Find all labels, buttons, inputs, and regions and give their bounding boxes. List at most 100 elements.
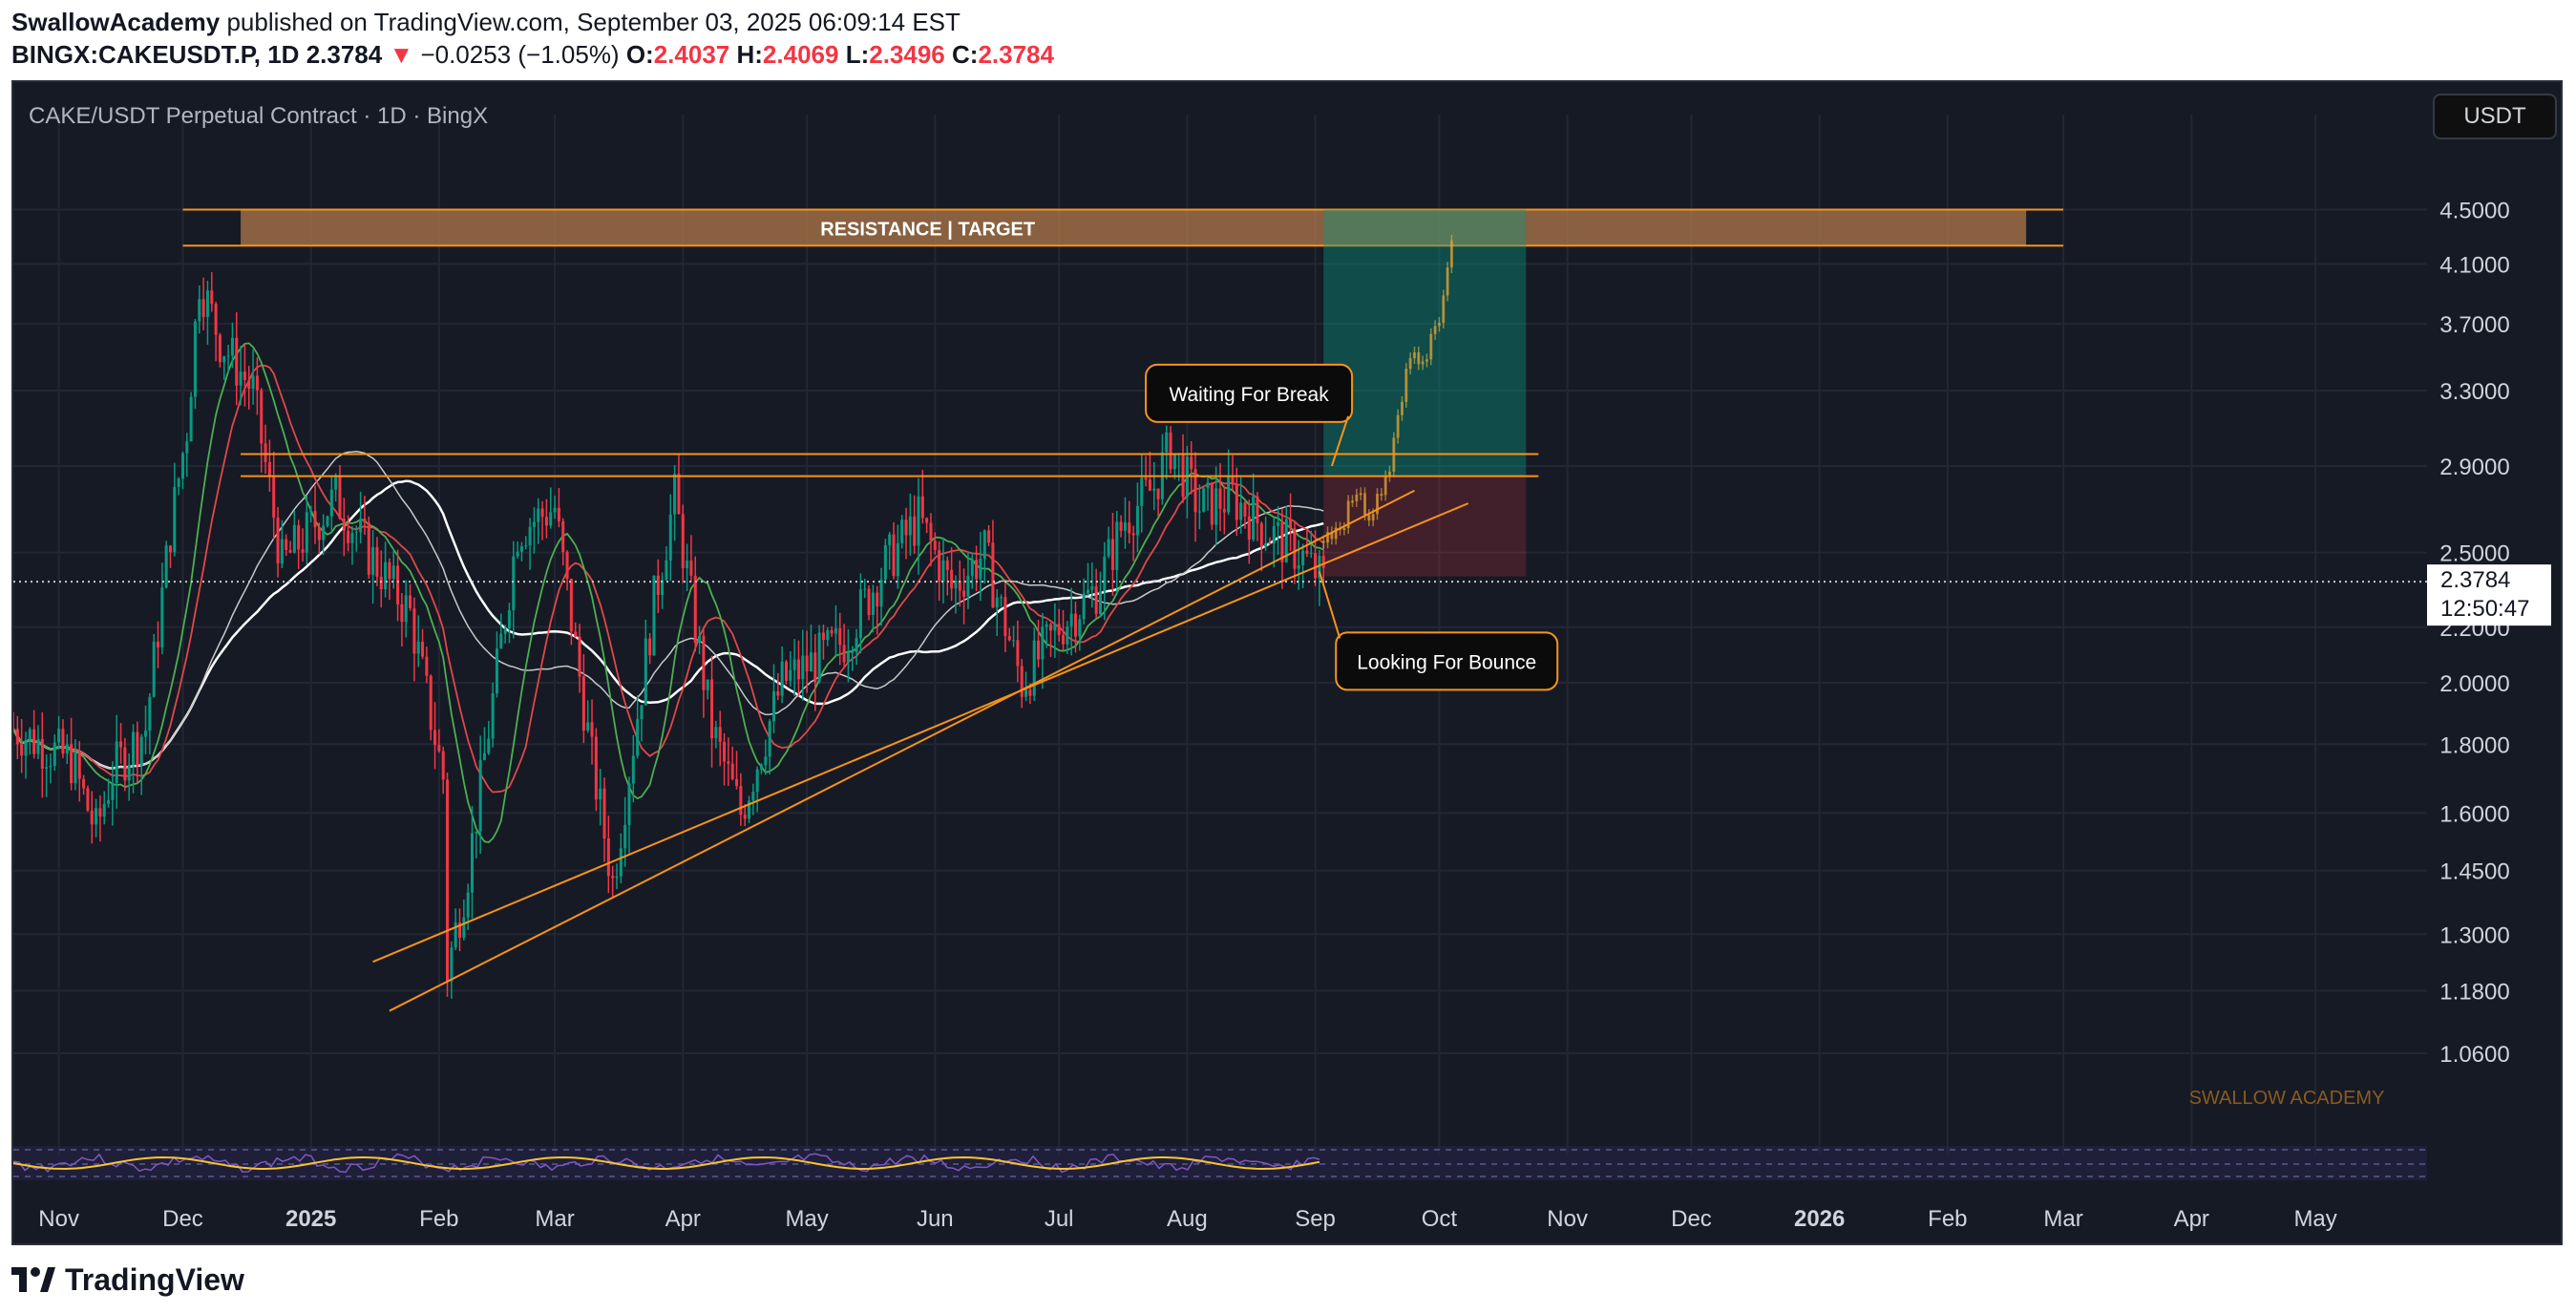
x-tick-label: Dec bbox=[162, 1206, 203, 1232]
candle-body bbox=[264, 443, 267, 462]
candle-body bbox=[367, 522, 370, 575]
candle-body bbox=[123, 747, 127, 781]
countdown-label: 12:50:47 bbox=[2440, 596, 2529, 622]
projection-bar bbox=[1412, 352, 1416, 359]
candle-body bbox=[36, 738, 40, 754]
ohlc-line: BINGX:CAKEUSDT.P, 1D 2.3784 ▼ −0.0253 (−… bbox=[11, 40, 1054, 70]
candle-body bbox=[900, 519, 904, 543]
candle-body bbox=[656, 575, 660, 596]
candle-body bbox=[478, 759, 482, 832]
candle-body bbox=[354, 532, 358, 534]
candle-body bbox=[111, 782, 115, 800]
candle-body bbox=[388, 562, 391, 580]
ma-mid-white bbox=[13, 451, 1324, 770]
candle-body bbox=[15, 729, 19, 745]
projection-bar bbox=[1396, 414, 1400, 438]
candle-body bbox=[1086, 589, 1089, 594]
trendline-support bbox=[372, 502, 1469, 964]
candle-body bbox=[280, 539, 284, 564]
candle-body bbox=[363, 519, 367, 523]
ma-green bbox=[13, 342, 1324, 843]
candle-body bbox=[842, 645, 846, 663]
candle-body bbox=[574, 631, 578, 637]
candle-body bbox=[396, 565, 400, 604]
candle-body bbox=[1090, 585, 1094, 590]
candle-body bbox=[544, 517, 548, 526]
candle-body bbox=[668, 514, 672, 561]
projection-bar bbox=[1326, 532, 1330, 543]
projection-bar bbox=[1380, 494, 1383, 497]
brand-name: TradingView bbox=[65, 1261, 244, 1297]
candle-body bbox=[569, 578, 573, 632]
candle-body bbox=[441, 751, 445, 780]
candle-body bbox=[90, 810, 94, 825]
candle-body bbox=[218, 334, 222, 363]
candle-body bbox=[226, 355, 230, 357]
projection-bar bbox=[1442, 295, 1446, 323]
candle-body bbox=[98, 808, 102, 817]
candle-body bbox=[950, 569, 954, 589]
candle-body bbox=[375, 546, 379, 577]
candle-body bbox=[796, 659, 800, 680]
x-tick-label: Jun bbox=[917, 1206, 954, 1232]
candle-body bbox=[1078, 619, 1082, 637]
candle-body bbox=[322, 525, 326, 540]
x-tick-label: Apr bbox=[2174, 1206, 2209, 1232]
candle-body bbox=[1214, 488, 1218, 525]
candle-body bbox=[636, 719, 640, 756]
candle-body bbox=[347, 530, 350, 543]
open-value: 2.4037 bbox=[653, 40, 730, 69]
x-tick-label: Mar bbox=[535, 1206, 574, 1232]
candle-body bbox=[838, 628, 842, 646]
candle-body bbox=[1037, 640, 1041, 660]
candle-body bbox=[1057, 624, 1061, 636]
author-name[interactable]: SwallowAcademy bbox=[11, 8, 221, 36]
candle-body bbox=[499, 633, 503, 649]
candle-body bbox=[1280, 521, 1284, 562]
candle-body bbox=[830, 630, 834, 634]
projection-bar bbox=[1437, 322, 1441, 327]
candle-body bbox=[1314, 553, 1318, 579]
candle-body bbox=[70, 744, 74, 784]
chart-frame[interactable] bbox=[11, 80, 2563, 1245]
candle-body bbox=[276, 518, 280, 564]
candle-body bbox=[136, 731, 139, 766]
candle-body bbox=[338, 476, 342, 519]
candle-body bbox=[1045, 624, 1048, 627]
currency-unit-button[interactable]: USDT bbox=[2433, 94, 2557, 139]
candle-body bbox=[764, 756, 768, 766]
symbol-title: CAKE/USDT Perpetual Contract · 1D · Bing… bbox=[29, 103, 489, 129]
candle-body bbox=[863, 588, 867, 590]
x-tick-label: May bbox=[785, 1206, 828, 1232]
candle-body bbox=[115, 741, 118, 783]
candle-body bbox=[553, 507, 557, 513]
candle-body bbox=[1193, 469, 1197, 513]
footer: TradingView bbox=[0, 1247, 2576, 1314]
ma-slow-white bbox=[13, 479, 1324, 770]
candle-body bbox=[979, 559, 982, 580]
candle-body bbox=[1190, 456, 1193, 470]
candle-body bbox=[1259, 523, 1263, 547]
candle-body bbox=[826, 630, 830, 641]
candle-body bbox=[1268, 542, 1272, 544]
low-label: L: bbox=[845, 40, 870, 69]
candle-body bbox=[180, 453, 184, 479]
projection-bar bbox=[1429, 333, 1433, 360]
tradingview-logo[interactable]: TradingView bbox=[11, 1262, 244, 1297]
candle-body bbox=[867, 588, 871, 616]
candle-body bbox=[995, 597, 999, 608]
y-tick-label: 1.3000 bbox=[2439, 922, 2509, 948]
candle-body bbox=[982, 530, 986, 560]
candle-body bbox=[305, 512, 308, 553]
candle-body bbox=[1003, 597, 1007, 637]
candle-body bbox=[615, 876, 619, 879]
candle-body bbox=[45, 767, 49, 769]
projection-bar bbox=[1375, 494, 1380, 515]
candle-body bbox=[230, 337, 234, 356]
callout-looking-bounce-box bbox=[1335, 631, 1559, 691]
candle-body bbox=[565, 552, 569, 579]
publish-line: SwallowAcademy published on TradingView.… bbox=[11, 8, 961, 37]
candle-body bbox=[962, 590, 966, 597]
candle-body bbox=[1053, 624, 1057, 631]
